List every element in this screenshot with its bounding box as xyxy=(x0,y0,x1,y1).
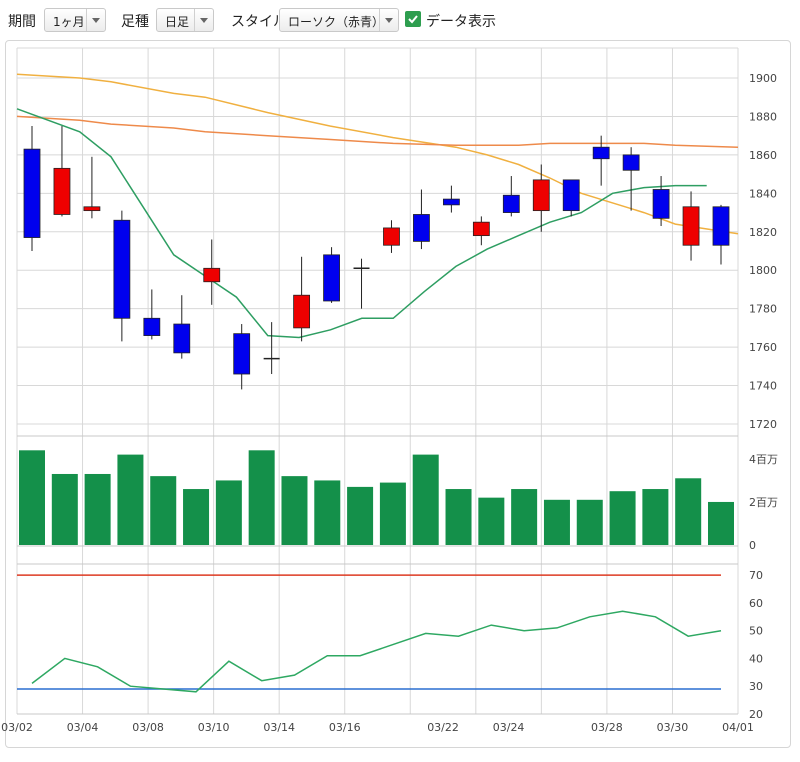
candle-body xyxy=(472,221,490,237)
period-select[interactable]: 1ヶ月 xyxy=(44,8,106,32)
volume-bar xyxy=(675,478,702,545)
candle-body xyxy=(83,206,101,212)
toolbar: 期間 1ヶ月 足種 日足 スタイル ローソク（赤青） データ表示 xyxy=(0,0,800,40)
chevron-down-icon xyxy=(194,9,213,31)
ashi-select-value: 日足 xyxy=(165,15,190,29)
x-tick-label: 03/28 xyxy=(591,721,623,734)
volume-tick-label: 4百万 xyxy=(749,453,778,466)
volume-tick-label: 0 xyxy=(749,539,756,552)
y-tick-label: 1760 xyxy=(749,341,777,354)
style-select-value: ローソク（赤青） xyxy=(288,15,385,29)
volume-bar xyxy=(215,480,242,545)
volume-bar xyxy=(248,450,275,545)
candle-body xyxy=(592,146,610,160)
volume-bar xyxy=(708,501,734,545)
y-tick-label: 1860 xyxy=(749,149,777,162)
candle-body xyxy=(203,267,221,283)
y-tick-label: 1880 xyxy=(749,110,777,123)
candle-body xyxy=(113,219,131,319)
x-tick-label: 03/04 xyxy=(67,721,99,734)
volume-bar xyxy=(281,476,308,545)
x-tick-label: 03/16 xyxy=(329,721,361,734)
candle-body xyxy=(712,206,730,246)
candle-body xyxy=(562,179,580,212)
volume-bar xyxy=(609,491,636,545)
volume-bar xyxy=(51,473,78,545)
candle-body xyxy=(502,194,520,213)
rsi-tick-label: 40 xyxy=(749,652,763,665)
rsi-tick-label: 20 xyxy=(749,708,763,721)
volume-bar xyxy=(478,497,505,545)
y-tick-label: 1800 xyxy=(749,264,777,277)
candle-body xyxy=(442,198,460,206)
volume-bar xyxy=(183,489,210,545)
chart-panel xyxy=(5,40,791,748)
ashi-select[interactable]: 日足 xyxy=(156,8,214,32)
x-tick-label: 03/08 xyxy=(132,721,164,734)
style-select[interactable]: ローソク（赤青） xyxy=(279,8,399,32)
candle-body xyxy=(532,179,550,212)
candle-body xyxy=(413,214,430,242)
x-tick-label: 04/01 xyxy=(722,721,754,734)
period-select-value: 1ヶ月 xyxy=(53,15,85,29)
rsi-line xyxy=(31,610,722,693)
volume-bar xyxy=(642,489,669,545)
x-tick-label: 03/30 xyxy=(657,721,689,734)
volume-bar xyxy=(19,450,45,545)
candle-body xyxy=(173,323,191,354)
y-tick-label: 1720 xyxy=(749,418,777,431)
volume-bar xyxy=(445,489,472,545)
x-tick-label: 03/14 xyxy=(263,721,295,734)
candle-body xyxy=(23,148,41,238)
volume-tick-label: 2百万 xyxy=(749,496,778,509)
volume-bar xyxy=(314,480,341,545)
candle-body xyxy=(622,154,640,171)
volume-bar xyxy=(412,454,439,545)
y-tick-label: 1900 xyxy=(749,72,777,85)
chevron-down-icon xyxy=(379,9,398,31)
volume-bar xyxy=(347,486,374,545)
volume-bar xyxy=(379,482,406,545)
candle-body xyxy=(233,333,251,375)
x-tick-label: 03/02 xyxy=(1,721,33,734)
candle-body xyxy=(383,227,400,246)
data-display-checkbox[interactable] xyxy=(405,11,421,27)
moving-average-short xyxy=(16,108,707,339)
candle-body xyxy=(143,317,161,336)
candle-body xyxy=(323,254,340,302)
rsi-tick-label: 60 xyxy=(749,597,763,610)
check-icon xyxy=(408,15,418,24)
x-tick-label: 03/10 xyxy=(198,721,230,734)
volume-bar xyxy=(511,489,538,545)
volume-bar xyxy=(543,499,570,545)
x-tick-label: 03/22 xyxy=(427,721,459,734)
volume-bar xyxy=(576,499,603,545)
volume-bar xyxy=(84,473,111,545)
chevron-down-icon xyxy=(86,9,105,31)
period-label: 期間 xyxy=(8,14,36,30)
volume-bar xyxy=(117,454,144,545)
rsi-tick-label: 30 xyxy=(749,680,763,693)
ashi-label: 足種 xyxy=(121,14,149,30)
style-label: スタイル xyxy=(231,14,287,30)
rsi-tick-label: 70 xyxy=(749,569,763,582)
candle-body xyxy=(652,189,670,219)
y-tick-label: 1820 xyxy=(749,226,777,239)
volume-bar xyxy=(150,476,177,545)
candle-body xyxy=(293,294,311,329)
moving-average-mid xyxy=(16,73,739,235)
data-display-label: データ表示 xyxy=(426,14,496,30)
candle-body xyxy=(682,206,700,246)
y-tick-label: 1840 xyxy=(749,187,777,200)
y-tick-label: 1740 xyxy=(749,380,777,393)
moving-average-long xyxy=(16,115,739,148)
y-tick-label: 1780 xyxy=(749,303,777,316)
rsi-tick-label: 50 xyxy=(749,625,763,638)
x-tick-label: 03/24 xyxy=(493,721,525,734)
candle-body xyxy=(53,167,71,215)
